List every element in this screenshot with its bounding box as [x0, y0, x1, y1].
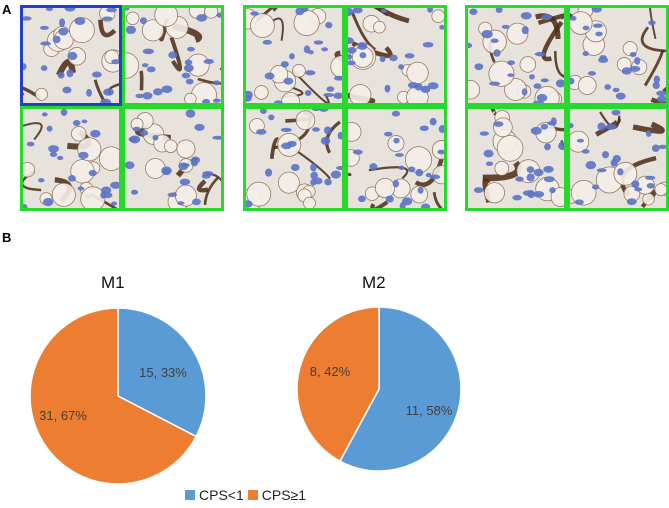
micrograph-panel-3 [465, 5, 669, 211]
micrograph-tile [243, 106, 345, 211]
legend-label-cps-ge1: CPS≥1 [261, 487, 307, 503]
legend-swatch-cps-lt1 [185, 490, 195, 500]
micrograph-tile [567, 106, 669, 211]
legend-label-cps-lt1: CPS<1 [199, 487, 244, 503]
pie-label-m2-1: 8, 42% [310, 364, 351, 379]
legend: CPS<1 CPS≥1 [185, 487, 310, 503]
pie-slice-m1-0 [117, 307, 207, 438]
micrograph-tile [122, 5, 224, 106]
legend-item-cps-lt1: CPS<1 [185, 487, 244, 503]
pie-label-m1-0: 15, 33% [139, 365, 187, 380]
legend-item-cps-ge1: CPS≥1 [247, 487, 307, 503]
micrograph-tile [465, 5, 567, 106]
micrograph-tile [465, 106, 567, 211]
pie-slice-m2-0 [338, 306, 462, 472]
micrograph-tile [345, 5, 447, 106]
micrograph-panel-2 [243, 5, 447, 211]
pie-label-m2-0: 11, 58% [406, 403, 453, 418]
micrograph-tile [345, 106, 447, 211]
pie-slice-m1-1 [29, 307, 198, 485]
panel-label-b: B [2, 230, 12, 245]
pie-label-m1-1: 31, 67% [39, 408, 87, 423]
legend-swatch-cps-ge1 [247, 490, 258, 500]
panel-label-a: A [2, 2, 12, 17]
micrograph-tile [122, 106, 224, 211]
micrograph-panel-1 [20, 5, 224, 211]
micrograph-tile [20, 5, 122, 106]
pie-slice-m2-1 [296, 306, 380, 463]
pie-title-m1: M1 [101, 273, 125, 292]
pie-title-m2: M2 [362, 273, 386, 292]
micrograph-tile [243, 5, 345, 106]
micrograph-tile [567, 5, 669, 106]
micrograph-tile [20, 106, 122, 211]
